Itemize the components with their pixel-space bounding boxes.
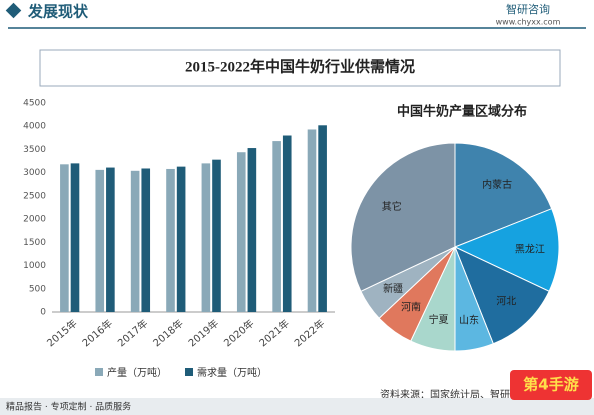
slice-label: 其它	[382, 200, 402, 213]
source: 资料来源：国家统计局、智研咨询整理	[380, 388, 550, 401]
legend-label: 需求量（万吨）	[197, 366, 267, 379]
badge: 第4手游	[523, 376, 578, 394]
y-tick-label: 500	[29, 284, 46, 294]
bar	[60, 164, 69, 312]
title-box	[39, 49, 561, 87]
slice-label: 河北	[496, 296, 516, 308]
pie-title: 中国牛奶产量区域分布	[397, 104, 527, 120]
bar	[95, 169, 105, 312]
chart-title: 2015-2022年中国牛奶行业供需情况	[185, 57, 415, 75]
y-tick-label: 1000	[23, 261, 46, 271]
section-title: 发展现状	[27, 3, 89, 21]
y-tick-label: 3000	[23, 168, 46, 178]
slice-label: 新疆	[383, 282, 403, 295]
slice-label: 河南	[401, 301, 421, 314]
bar	[318, 125, 327, 312]
bar	[236, 152, 246, 312]
legend-swatch	[95, 368, 103, 376]
pie-slice	[454, 246, 550, 345]
bar	[272, 141, 281, 312]
badge-bg	[510, 370, 592, 400]
url: www.chyxx.com	[496, 18, 561, 27]
y-tick-label: 2500	[23, 191, 46, 201]
bar	[201, 163, 211, 312]
brand: 智研咨询	[506, 2, 550, 16]
header-icon	[5, 2, 22, 19]
bar	[176, 166, 186, 312]
pie-slice	[350, 142, 456, 292]
y-tick-label: 4500	[23, 99, 46, 109]
slice-label: 内蒙古	[482, 178, 512, 191]
y-tick-label: 3500	[23, 145, 46, 155]
y-tick-label: 0	[40, 308, 46, 318]
slice-label: 黑龙江	[515, 242, 545, 255]
pie-slice	[454, 142, 553, 248]
bar	[70, 163, 80, 312]
pie-slice	[453, 208, 560, 292]
bar	[130, 170, 140, 312]
bar	[141, 168, 151, 312]
legend-label: 产量（万吨）	[107, 366, 167, 379]
bar	[247, 148, 257, 312]
bar	[282, 135, 292, 312]
bar	[166, 168, 175, 312]
bar	[212, 159, 221, 312]
legend-swatch	[185, 368, 193, 376]
slice-label: 宁夏	[429, 313, 449, 326]
footer-bar	[0, 398, 594, 415]
y-tick-label: 1500	[23, 238, 46, 248]
y-tick-label: 2000	[23, 215, 46, 225]
slice-label: 山东	[459, 314, 479, 327]
bar	[106, 167, 115, 312]
bar	[307, 129, 317, 312]
footer: 精品报告 · 专项定制 · 品质服务	[6, 401, 131, 413]
y-tick-label: 4000	[23, 122, 46, 132]
